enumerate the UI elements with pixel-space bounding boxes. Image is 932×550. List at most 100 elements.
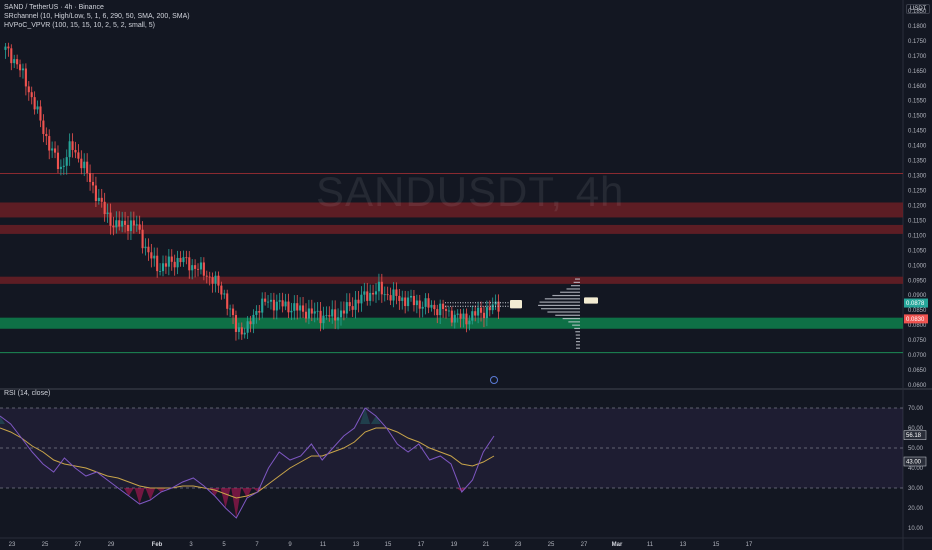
candle-body [167, 256, 170, 267]
volume-profile-bar [570, 285, 580, 287]
candle-body [304, 311, 308, 319]
rsi-legend[interactable]: RSI (14, close) [4, 390, 51, 397]
candle-body [194, 265, 197, 269]
volume-profile-bar [574, 327, 580, 330]
candle-body [275, 301, 278, 311]
candle-body [45, 133, 48, 137]
price-tick-label: 0.1400 [908, 144, 927, 150]
candle-body [290, 310, 293, 313]
candle-body [477, 307, 480, 316]
candle-body [296, 303, 299, 311]
candle-body [453, 314, 456, 323]
volume-profile-bar [572, 324, 580, 326]
candle-body [188, 257, 191, 271]
candle-body [383, 294, 386, 296]
candle-body [339, 310, 343, 318]
candle-body [293, 303, 296, 311]
candle-body [36, 106, 39, 110]
candle-body [249, 321, 252, 325]
candle-body [223, 293, 226, 295]
candle-body [471, 311, 474, 321]
candle-body [159, 271, 162, 272]
candle-body [418, 300, 421, 309]
time-tick-label: 15 [385, 542, 392, 548]
candle-body [202, 262, 205, 276]
candle-body [281, 300, 284, 307]
price-tick-label: 0.0700 [908, 353, 927, 359]
time-tick-label: 9 [288, 542, 292, 548]
candle-body [482, 312, 486, 319]
candle-body [16, 59, 19, 65]
candle-body [115, 220, 118, 228]
candle-body [307, 308, 310, 319]
volume-profile-bar [539, 301, 580, 303]
rsi-value-badge [903, 430, 927, 440]
candle-body [205, 275, 208, 277]
symbol-line[interactable]: SAND / TetherUS · 4h · Binance [4, 4, 104, 11]
indicator-srchannel[interactable]: SRchannel (10, High/Low, 5, 1, 6, 290, 5… [4, 13, 190, 20]
price-tick-label: 0.0950 [908, 278, 927, 284]
price-tick-label: 0.0600 [908, 383, 927, 389]
candle-body [211, 277, 214, 284]
candle-body [231, 308, 235, 316]
candle-body [287, 301, 290, 313]
candle-body [447, 310, 450, 312]
candle-body [208, 276, 211, 278]
candle-body [226, 293, 229, 309]
time-tick-label: 23 [9, 542, 16, 548]
candle-body [138, 224, 141, 230]
candle-body [444, 309, 448, 311]
time-tick-label: 29 [108, 542, 115, 548]
candle-body [59, 166, 62, 169]
rsi-overbought-fill [0, 416, 5, 424]
time-tick-label: 27 [75, 542, 82, 548]
candle-body [237, 327, 240, 332]
candle-body [348, 302, 351, 307]
candle-body [284, 301, 287, 307]
support-price-badge [904, 314, 928, 324]
candle-body [24, 68, 27, 87]
time-tick-label: 21 [483, 542, 490, 548]
candle-body [97, 197, 100, 202]
candle-body [77, 152, 80, 159]
candle-body [144, 246, 147, 249]
price-tick-label: 0.0800 [908, 323, 927, 329]
candle-body [319, 310, 322, 324]
candle-body [109, 212, 112, 226]
candle-body [474, 311, 477, 316]
price-tick-label: 0.1450 [908, 129, 927, 135]
volume-profile-bar [555, 314, 580, 316]
candle-body [366, 291, 369, 301]
volume-profile-bar [560, 291, 580, 293]
candle-body [182, 257, 185, 263]
volume-profile-bar [568, 321, 580, 323]
candle-body [164, 263, 167, 267]
candle-body [255, 311, 258, 315]
candle-body [299, 305, 302, 311]
price-tick-label: 0.0900 [908, 293, 927, 299]
currency-badge[interactable]: USDT [906, 4, 931, 14]
candle-body [369, 292, 372, 301]
candle-body [261, 298, 264, 313]
price-tick-label: 0.1100 [908, 233, 927, 239]
time-tick-label: 11 [320, 542, 327, 548]
candle-body [13, 59, 16, 64]
volume-profile-bar [562, 317, 580, 320]
candle-body [103, 201, 106, 215]
candle-body [124, 220, 127, 225]
rsi-value-label: 56.18 [906, 433, 922, 439]
time-tick-label: 3 [189, 542, 193, 548]
candle-body [374, 291, 378, 295]
rsi-tick-label: 10.00 [908, 526, 924, 532]
resistance-zone [0, 224, 903, 234]
candle-body [342, 310, 345, 314]
indicator-hvpoc-vpvr[interactable]: HVPoC_VPVR (100, 15, 15, 10, 2, 5, 2, sm… [4, 22, 155, 29]
time-tick-label: 11 [647, 542, 654, 548]
volume-profile-bar [575, 344, 580, 346]
price-tick-label: 0.0650 [908, 368, 927, 374]
current-price-badge [904, 298, 928, 308]
candle-body [328, 315, 331, 317]
rsi-tick-label: 40.00 [908, 466, 924, 472]
